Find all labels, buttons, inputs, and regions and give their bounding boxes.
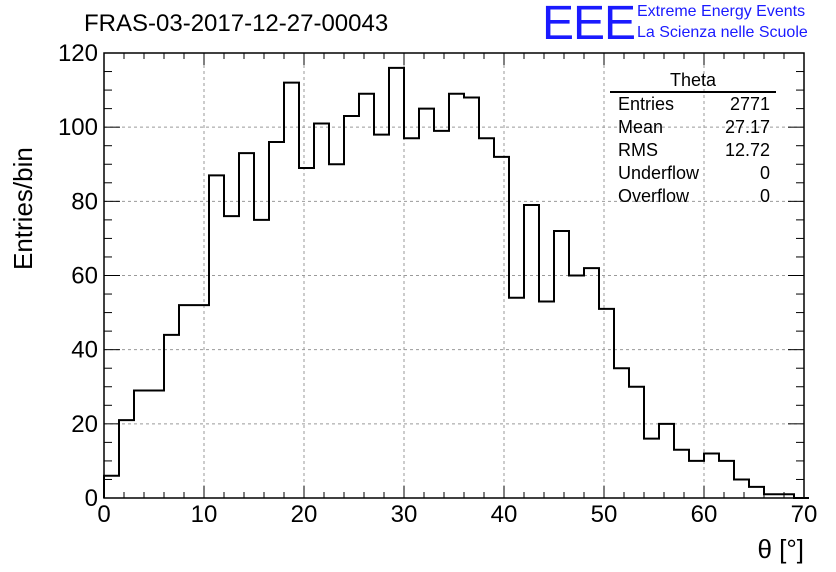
x-tick-label: 60 [691,501,718,528]
plot-frame [103,52,805,499]
stats-box: Theta Entries 2771 Mean 27.17 RMS 12.72 … [610,70,776,208]
x-axis-label: θ [°] [757,534,804,564]
stats-label: Overflow [618,186,690,206]
logo-line-1: Extreme Energy Events [637,3,806,20]
x-tick-label: 50 [591,501,618,528]
stats-row: Entries 2771 [612,93,776,116]
y-tick-label: 80 [71,188,98,215]
x-tick-label: 70 [791,501,818,528]
stats-value: 27.17 [724,117,770,137]
stats-row: RMS 12.72 [612,139,776,162]
stats-label: Mean [618,117,664,137]
y-tick-label: 60 [71,263,98,290]
x-tick-label: 0 [97,501,110,528]
stats-value: 2771 [729,94,770,114]
y-tick-label: 0 [85,485,98,512]
stats-row: Mean 27.17 [612,116,776,139]
y-axis-label: Entries/bin [8,147,38,270]
y-tick-label: 20 [71,411,98,438]
x-tick-label: 10 [191,501,218,528]
chart-title: FRAS-03-2017-12-27-00043 [84,10,389,37]
histogram-step-line [103,66,809,499]
y-tick-label: 40 [71,337,98,364]
x-tick-label: 20 [291,501,318,528]
stats-label: Entries [618,94,675,114]
stats-label: RMS [618,140,658,160]
y-tick-label: 100 [58,114,98,141]
x-tick-label: 30 [391,501,418,528]
stats-value: 0 [759,163,770,183]
stats-name: Theta [610,70,776,93]
stats-row: Overflow 0 [612,185,776,208]
stats-value: 0 [759,186,770,206]
y-tick-label: 120 [58,40,98,67]
stats-label: Underflow [618,163,700,183]
stats-value: 12.72 [724,140,770,160]
logo-line-2: La Scienza nelle Scuole [637,24,808,41]
stats-row: Underflow 0 [612,162,776,185]
eee-logo: EEE [542,0,636,50]
x-tick-label: 40 [491,501,518,528]
